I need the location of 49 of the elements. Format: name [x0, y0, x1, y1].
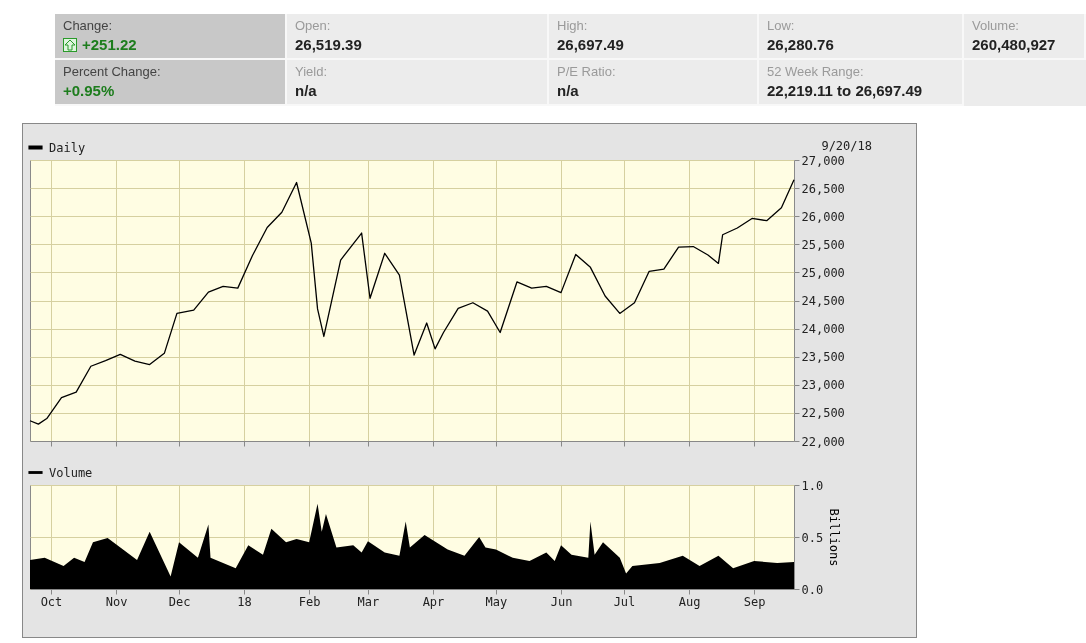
text: Low:: [767, 18, 796, 33]
x-tick-label: Dec: [168, 594, 191, 609]
text: Open:: [295, 18, 332, 33]
text: 9/20/18: [821, 139, 872, 153]
text: Volume:: [972, 18, 1020, 33]
y-tick-label: 23,000: [801, 378, 845, 393]
text: 26,519.39: [295, 36, 362, 53]
line-series: [29, 179, 795, 425]
x-tick-label: Oct: [40, 594, 63, 609]
x-tick-label: Feb: [298, 594, 321, 609]
x-tick-label: Jun: [550, 594, 573, 609]
legend-label: Volume: [49, 465, 93, 480]
text: Yield:: [295, 64, 329, 79]
x-tick-label: May: [485, 594, 508, 609]
x-tick-label: Jul: [613, 594, 636, 609]
text: n/a: [295, 82, 317, 99]
x-tick-label: Sep: [743, 594, 766, 609]
y-tick-label: 26,500: [801, 181, 845, 196]
text: Change:: [63, 18, 114, 33]
y-tick-label: 0.5: [801, 530, 824, 545]
text: +251.22: [82, 36, 137, 53]
y-tick-label: 25,000: [801, 265, 845, 280]
text: 22,219.11 to 26,697.49: [767, 82, 923, 99]
text: 26,697.49: [557, 36, 624, 53]
text: High:: [557, 18, 589, 33]
y-tick-label: 22,500: [801, 406, 845, 421]
text: P/E Ratio:: [557, 64, 617, 79]
y-tick-label: 25,500: [801, 237, 845, 252]
text: +0.95%: [63, 82, 115, 99]
x-tick-label: Aug: [678, 594, 701, 609]
text: 260,480,927: [972, 36, 1056, 53]
y-tick-label: 22,000: [801, 434, 845, 449]
text: n/a: [557, 82, 579, 99]
y-tick-label: 0.0: [801, 582, 824, 597]
y-tick-label: 23,500: [801, 350, 845, 365]
y-tick-label: 24,500: [801, 294, 845, 308]
text: 26,280.76: [767, 36, 834, 53]
y-tick-label: 24,000: [801, 322, 845, 337]
x-tick-label: Mar: [357, 594, 380, 609]
text: 52 Week Range:: [767, 64, 865, 79]
y-axis-title: Billions: [827, 508, 842, 567]
x-tick-label: 18: [237, 594, 252, 609]
legend-label: Daily: [49, 140, 86, 155]
text: Percent Change:: [63, 64, 162, 79]
x-tick-label: Nov: [105, 594, 128, 609]
y-tick-label: 26,000: [801, 209, 845, 224]
y-tick-label: 27,000: [801, 153, 845, 168]
y-tick-label: 1.0: [801, 478, 824, 493]
x-tick-label: Apr: [422, 594, 445, 609]
